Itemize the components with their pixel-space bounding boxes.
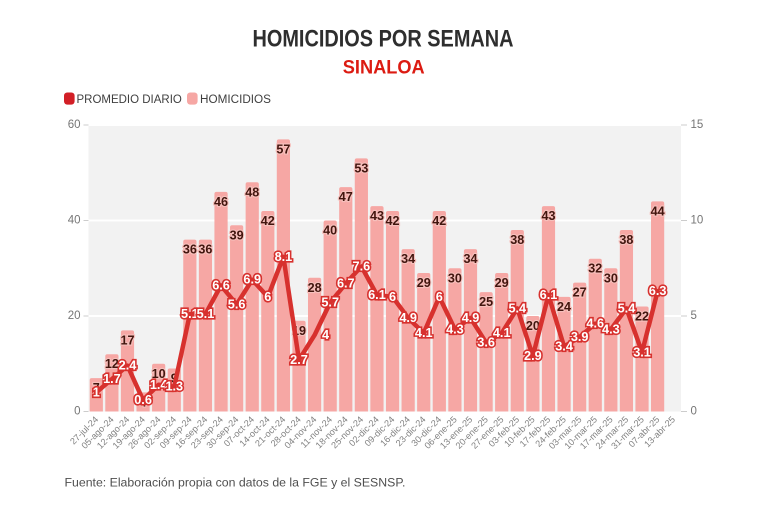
svg-text:15: 15 [691, 119, 704, 131]
svg-text:1: 1 [93, 385, 100, 399]
svg-text:0.6: 0.6 [134, 393, 152, 407]
svg-text:43: 43 [370, 209, 384, 223]
svg-text:27: 27 [573, 286, 587, 300]
svg-text:1.3: 1.3 [165, 380, 183, 394]
svg-text:25: 25 [479, 295, 493, 309]
svg-text:5.1: 5.1 [181, 307, 199, 321]
svg-text:7.6: 7.6 [353, 259, 371, 273]
svg-text:32: 32 [588, 262, 602, 276]
svg-text:22: 22 [635, 309, 649, 323]
svg-text:42: 42 [386, 214, 400, 228]
svg-text:34: 34 [401, 252, 415, 266]
svg-text:20: 20 [526, 319, 540, 333]
svg-text:5.4: 5.4 [618, 301, 636, 315]
svg-text:30: 30 [448, 271, 462, 285]
svg-text:10: 10 [691, 215, 704, 227]
svg-text:47: 47 [339, 190, 353, 204]
svg-text:4: 4 [322, 328, 329, 342]
svg-text:2.7: 2.7 [290, 353, 308, 367]
svg-text:1.4: 1.4 [150, 378, 168, 392]
svg-text:2.9: 2.9 [524, 349, 542, 363]
svg-text:5.7: 5.7 [321, 296, 339, 310]
svg-text:29: 29 [495, 276, 509, 290]
svg-text:42: 42 [261, 214, 275, 228]
svg-text:4.6: 4.6 [586, 317, 604, 331]
svg-text:39: 39 [230, 228, 244, 242]
svg-text:3.9: 3.9 [571, 330, 589, 344]
svg-text:6: 6 [389, 290, 396, 304]
svg-text:3.4: 3.4 [555, 340, 573, 354]
svg-text:6.6: 6.6 [212, 278, 230, 292]
svg-text:30: 30 [604, 271, 618, 285]
svg-text:4.9: 4.9 [399, 311, 417, 325]
svg-text:43: 43 [541, 209, 555, 223]
svg-text:6: 6 [264, 290, 271, 304]
svg-text:PROMEDIO DIARIO: PROMEDIO DIARIO [77, 92, 182, 106]
svg-text:4: 4 [140, 395, 147, 409]
svg-text:2.4: 2.4 [119, 359, 137, 373]
svg-text:20: 20 [68, 310, 81, 322]
svg-text:28: 28 [308, 281, 322, 295]
svg-text:29: 29 [417, 276, 431, 290]
svg-text:5.6: 5.6 [228, 298, 246, 312]
svg-text:Fuente: Elaboración propia con: Fuente: Elaboración propia con datos de … [65, 476, 406, 490]
svg-text:5: 5 [691, 310, 697, 322]
svg-text:6.7: 6.7 [337, 277, 355, 291]
svg-text:17: 17 [120, 333, 134, 347]
svg-text:6.1: 6.1 [540, 288, 558, 302]
svg-text:6.1: 6.1 [368, 288, 386, 302]
svg-text:46: 46 [214, 195, 228, 209]
svg-text:0: 0 [74, 406, 80, 418]
svg-text:8.1: 8.1 [275, 250, 293, 264]
svg-text:40: 40 [68, 215, 81, 227]
svg-text:53: 53 [354, 161, 368, 175]
svg-text:44: 44 [651, 204, 665, 218]
svg-text:1.7: 1.7 [103, 372, 121, 386]
svg-text:34: 34 [464, 252, 478, 266]
svg-text:36: 36 [183, 243, 197, 257]
svg-text:6.9: 6.9 [243, 273, 261, 287]
svg-text:38: 38 [619, 233, 633, 247]
svg-text:6.3: 6.3 [649, 284, 667, 298]
svg-text:7: 7 [93, 381, 100, 395]
svg-text:5.1: 5.1 [197, 307, 215, 321]
svg-text:60: 60 [68, 119, 81, 131]
svg-text:4.3: 4.3 [602, 322, 620, 336]
svg-text:4.9: 4.9 [462, 311, 480, 325]
svg-text:3.1: 3.1 [633, 345, 651, 359]
svg-text:HOMICIDIOS POR SEMANA: HOMICIDIOS POR SEMANA [252, 25, 513, 52]
svg-text:0: 0 [691, 406, 697, 418]
svg-text:3.6: 3.6 [477, 336, 495, 350]
svg-text:24: 24 [557, 300, 571, 314]
svg-text:42: 42 [432, 214, 446, 228]
svg-text:36: 36 [198, 243, 212, 257]
svg-text:4.1: 4.1 [493, 326, 511, 340]
svg-text:6: 6 [436, 290, 443, 304]
svg-text:38: 38 [510, 233, 524, 247]
svg-text:57: 57 [276, 142, 290, 156]
svg-text:5.4: 5.4 [508, 301, 526, 315]
svg-text:SINALOA: SINALOA [343, 57, 425, 79]
svg-text:10: 10 [152, 367, 166, 381]
svg-text:HOMICIDIOS: HOMICIDIOS [200, 92, 271, 106]
svg-text:40: 40 [323, 224, 337, 238]
svg-text:12: 12 [105, 357, 119, 371]
svg-text:4.3: 4.3 [446, 322, 464, 336]
svg-text:4.1: 4.1 [415, 326, 433, 340]
svg-text:48: 48 [245, 185, 259, 199]
